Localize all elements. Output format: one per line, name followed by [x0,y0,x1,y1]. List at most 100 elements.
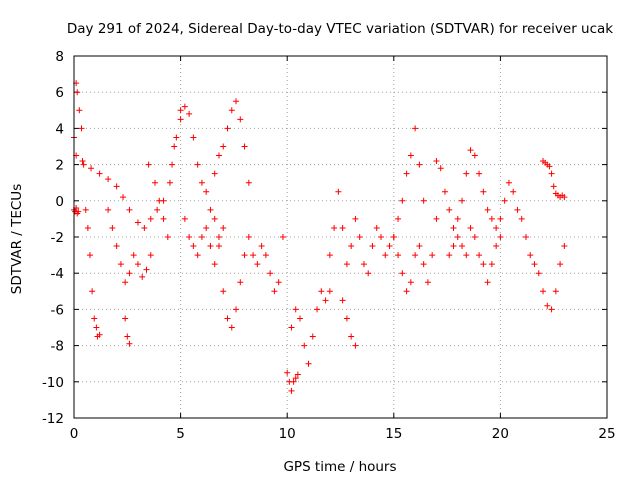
series-prn-d [105,206,154,286]
x-tick-label: 10 [279,426,296,442]
series-prn-g [181,215,227,268]
series-prn-j [250,234,286,295]
data-point [463,170,470,177]
data-point [134,261,141,268]
data-point [514,206,521,213]
y-axis-label: SDTVAR / TECUs [9,184,25,294]
series-prn-f [145,103,222,240]
data-point [518,215,525,222]
data-point [484,206,491,213]
data-point [262,252,269,259]
data-point [147,215,154,222]
data-point [476,170,483,177]
data-point [365,270,372,277]
data-point [395,252,402,259]
data-point [326,288,333,295]
data-point [352,342,359,349]
data-point [497,234,504,240]
data-point [407,152,414,159]
data-point [322,297,329,304]
data-point [126,340,133,347]
data-point [166,179,173,186]
data-point [527,252,534,259]
data-point [360,261,367,268]
data-point [454,215,461,222]
data-point [548,306,555,313]
y-tick-label: 4 [55,121,64,137]
chart-title: Day 291 of 2024, Sidereal Day-to-day VTE… [67,21,613,37]
x-tick-label: 0 [70,426,79,442]
data-point [198,179,205,186]
y-tick-label: -2 [51,230,64,246]
data-point [220,143,227,150]
data-point [467,224,474,231]
data-point [215,243,222,250]
series-prn-h [211,98,252,186]
data-point [488,215,495,222]
y-tick-label: 0 [55,194,64,210]
data-point [164,234,171,240]
series-prn-l [288,288,333,367]
data-point [96,170,103,177]
data-point [437,165,444,172]
x-tick-label: 15 [385,426,402,442]
data-point [220,224,227,231]
data-point [78,125,85,132]
data-point [141,224,148,231]
data-point [290,378,297,385]
data-point [463,252,470,259]
data-point [412,125,419,132]
data-point [245,234,252,240]
data-point [124,333,131,340]
data-point [86,252,93,259]
data-point [292,306,299,313]
data-point [147,252,154,259]
series-prn-t [540,157,568,201]
data-point [89,288,96,295]
data-point [211,261,218,268]
data-point [284,369,291,376]
data-point [484,279,491,286]
data-point [203,188,210,195]
data-point [75,208,82,215]
data-point [84,224,91,231]
y-tick-label: -8 [51,339,64,355]
data-point [382,252,389,259]
data-point [331,224,338,231]
data-point [145,161,152,168]
data-point [378,234,385,240]
data-point [505,179,512,186]
data-point [181,103,188,110]
data-point [433,157,440,164]
data-point [186,234,193,240]
data-point [198,234,205,240]
data-point [215,152,222,159]
data-point [441,188,448,195]
data-point [237,116,244,123]
data-point [177,107,184,114]
data-point [228,107,235,114]
data-point [386,243,393,250]
data-point [429,252,436,259]
data-point [117,261,124,268]
data-point [335,188,342,195]
series-prn-s [497,179,568,313]
data-point [395,215,402,222]
data-point [471,152,478,159]
series-prn-i [220,234,252,331]
data-point [241,252,248,259]
data-point [343,261,350,268]
data-point [126,270,133,277]
data-point [348,333,355,340]
data-point [88,165,95,172]
data-point [454,234,461,240]
data-point [237,279,244,286]
data-point [173,134,180,141]
data-point [224,125,231,132]
data-point [557,261,564,268]
data-point [233,306,240,313]
data-point [501,197,508,204]
data-point [471,234,478,240]
data-point [550,183,557,190]
